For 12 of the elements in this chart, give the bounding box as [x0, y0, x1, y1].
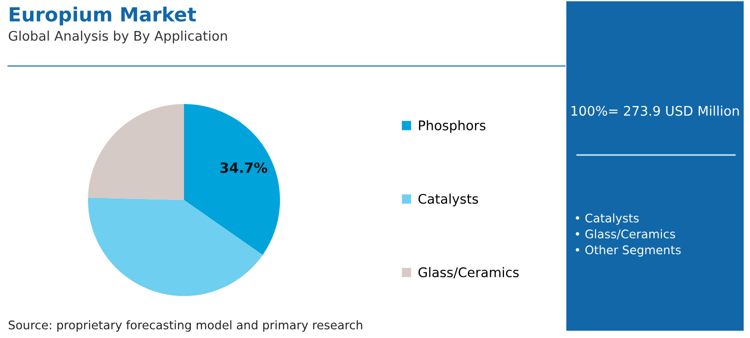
data-label: 34.7%	[220, 162, 268, 173]
pie-slice	[184, 104, 280, 255]
chart-subtitle: Global Analysis by By Application	[8, 30, 227, 44]
chart-title: Europium Market	[10, 6, 196, 26]
pie-slice	[88, 104, 184, 200]
legend-label: Phosphors	[419, 120, 486, 133]
text: • Catalysts • Glass/Ceramics • Other Segments	[576, 213, 681, 257]
legend-label: Glass/Ceramics	[418, 267, 519, 278]
text: 100%= 273.9 USD Million	[572, 106, 739, 116]
source-note: Source: proprietary forecasting model and primary research	[8, 320, 362, 332]
pie-slice	[88, 198, 263, 296]
legend-label: Catalysts	[418, 194, 478, 206]
